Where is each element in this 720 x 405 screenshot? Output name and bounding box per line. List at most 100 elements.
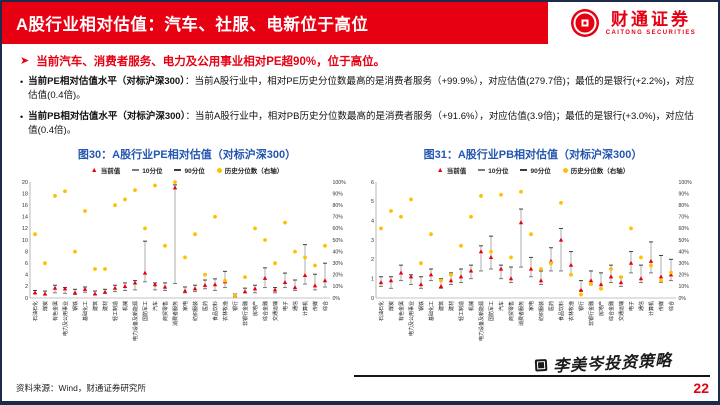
current-value-marker [608,274,614,279]
category-label: 食品饮料 [212,301,219,321]
percentile-dot [649,263,653,268]
legend-item: ▲ 当前值 [91,165,121,176]
left-axis-tick-label: 0 [371,296,374,302]
category-label: 电子 [628,301,635,311]
current-value-marker [398,270,404,275]
left-axis-tick-label: 16 [22,203,28,209]
bullet-icon: • [20,77,24,87]
percentile-dot [589,282,593,286]
current-value-marker [172,185,178,190]
right-axis-tick-label: 50% [679,238,690,244]
right-axis-tick-label: 60% [333,226,344,232]
left-axis-tick-label: 14 [22,215,28,221]
pb-chart-panel: 图31：A股行业PB相对估值（对标沪深300） ▲ 当前值 10分位 90分位 历史分位… [360,144,706,359]
legend-label: 90分位 [530,168,551,175]
left-axis-tick-label: 5 [371,199,374,205]
current-value-marker [618,280,624,285]
percentile-dot [283,220,287,225]
percentile-dot [459,243,463,248]
percentile-dot [449,272,453,277]
left-axis-tick-label: 12 [22,226,28,232]
category-label: 纺织服装 [192,301,199,321]
legend-label: 90分位 [184,168,205,175]
current-value-marker [578,287,584,292]
legend-marker-icon [216,167,222,173]
current-value-marker [438,284,444,288]
percentile-dot [193,232,197,237]
category-label: 基础化工 [428,301,435,321]
percentile-dot [659,278,663,283]
right-axis-tick-label: 60% [679,226,690,232]
category-label: 综合 [668,301,675,311]
category-label: 石油石化 [32,301,39,321]
current-value-marker [668,272,674,277]
signature-text: 李美岑投资策略 [552,350,673,376]
percentile-dot [133,188,137,193]
category-label: 纺织服装 [538,301,545,321]
percentile-dot [409,197,413,202]
right-axis-tick-label: 90% [679,191,690,197]
percentile-dot [33,232,37,237]
category-label: 交通运输 [272,301,279,321]
legend-item: ▲ 当前值 [437,165,466,176]
page-title: A股行业相对估值：汽车、社服、电新位于高位 [16,16,369,34]
category-label: 轻工制造 [458,301,465,321]
left-axis-tick-label: 6 [371,180,374,186]
logo-cn-text: 财通证券 [611,9,691,29]
current-value-marker [152,282,158,287]
percentile-dot [549,261,553,266]
percentile-dot [273,261,277,266]
current-value-marker [638,276,644,281]
percentile-dot [509,255,513,260]
left-axis-tick-label: 3 [371,238,374,244]
percentile-dot [429,232,433,237]
category-label: 消费者服务 [518,301,525,326]
legend-item: 10分位 [132,165,162,175]
percentile-dot [93,267,97,271]
category-label: 国防军工 [142,301,149,321]
percentile-dot [243,275,247,280]
current-value-marker [292,285,298,290]
percentile-dot [293,249,297,254]
current-value-marker [302,272,308,277]
percentile-dot [163,243,167,248]
summary-bullets: ➤ 当前汽车、消费者服务、电力及公用事业相对PE超90%，位于高位。 • 当前P… [2,44,718,138]
left-axis-tick-label: 2 [25,284,28,290]
page-number: 22 [693,380,709,396]
pe-bullet-text: 当前PE相对估值水平（对标沪深300）：当前A股行业中，相对PE历史分位数最高的… [28,75,700,104]
current-value-marker [648,258,654,263]
current-value-marker [378,280,384,285]
percentile-dot [469,214,473,219]
right-axis-tick-label: 100% [679,180,693,186]
current-value-marker [72,290,78,295]
right-axis-tick-label: 90% [333,191,344,197]
legend-label: 当前值 [100,168,121,175]
percentile-dot [53,194,57,198]
percentile-dot [439,278,443,283]
current-value-marker [82,286,88,291]
current-value-marker [272,287,278,292]
current-value-marker [212,282,218,287]
category-label: 电力设备及新能源 [478,301,485,341]
right-axis-tick-label: 10% [333,284,344,290]
category-label: 机械 [122,301,129,311]
category-label: 建材 [448,301,455,311]
current-value-marker [262,275,268,280]
current-value-marker [32,290,38,295]
caitong-logo-icon [570,9,599,37]
category-label: 非银行金融 [588,301,595,326]
category-label: 综合金融 [608,301,615,321]
percentile-dot [479,194,483,198]
left-axis-tick-label: 4 [25,273,28,279]
pe-chart-legend: ▲ 当前值 10分位 90分位 历史分位数（右轴） [14,165,360,176]
legend-marker-icon [478,169,486,171]
right-axis-tick-label: 80% [679,203,690,209]
pb-chart-canvas: 0 1 2 3 4 5 6 0% 10% 20% 30% 40% 50% 60% 70% 80% 90% 100%… [360,176,706,359]
percentile-dot [203,272,207,277]
right-axis-tick-label: 40% [679,249,690,255]
left-axis-tick-label: 1 [371,276,374,282]
legend-item: 90分位 [174,165,205,175]
pe-bullet-body: ：当前A股行业中，相对PE历史分位数最高的是消费者服务（+99.9%），对应估值… [28,76,695,102]
current-value-marker [388,278,394,283]
percentile-dot [173,180,177,185]
